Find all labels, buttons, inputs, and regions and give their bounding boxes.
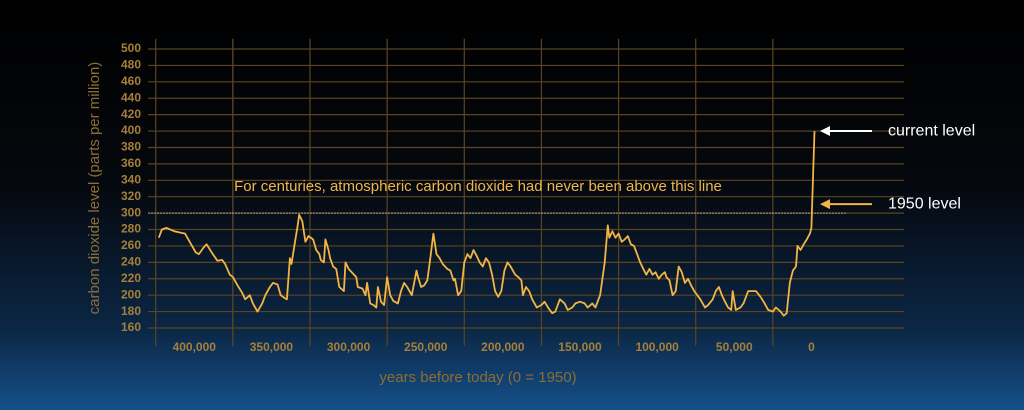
- y-tick-label: 380: [121, 140, 141, 154]
- y-tick-label: 260: [121, 238, 141, 252]
- y-tick-label: 320: [121, 189, 141, 203]
- x-tick-label: 150,000: [558, 340, 602, 354]
- y-tick-label: 300: [121, 205, 141, 219]
- annotation-arrowhead: [820, 126, 830, 137]
- x-tick-label: 350,000: [250, 340, 294, 354]
- x-tick-label: 300,000: [327, 340, 371, 354]
- annotation-text: 1950 level: [888, 195, 961, 212]
- y-tick-label: 160: [121, 320, 141, 334]
- x-tick-label: 50,000: [716, 340, 753, 354]
- y-tick-label: 200: [121, 287, 141, 301]
- y-tick-label: 280: [121, 222, 141, 236]
- y-tick-label: 340: [121, 172, 141, 186]
- y-tick-label: 460: [121, 74, 141, 88]
- co2-line: [157, 131, 816, 317]
- y-tick-label: 400: [121, 123, 141, 137]
- x-tick-label: 100,000: [635, 340, 679, 354]
- y-tick-label: 500: [121, 41, 141, 55]
- reference-text: For centuries, atmospheric carbon dioxid…: [234, 178, 722, 195]
- x-tick-label: 250,000: [404, 340, 448, 354]
- x-tick-label: 0: [808, 340, 815, 354]
- x-tick-label: 200,000: [481, 340, 525, 354]
- y-axis-label: carbon dioxide level (parts per million): [86, 62, 103, 315]
- y-tick-label: 480: [121, 58, 141, 72]
- y-tick-label: 220: [121, 271, 141, 285]
- y-tick-label: 360: [121, 156, 141, 170]
- x-tick-label: 400,000: [173, 340, 217, 354]
- annotation-text: current level: [888, 122, 975, 139]
- y-tick-label: 240: [121, 255, 141, 269]
- x-axis-label: years before today (0 = 1950): [379, 369, 576, 386]
- y-tick-label: 440: [121, 90, 141, 104]
- y-tick-label: 420: [121, 107, 141, 121]
- y-tick-label: 180: [121, 304, 141, 318]
- annotation-arrowhead: [820, 199, 830, 210]
